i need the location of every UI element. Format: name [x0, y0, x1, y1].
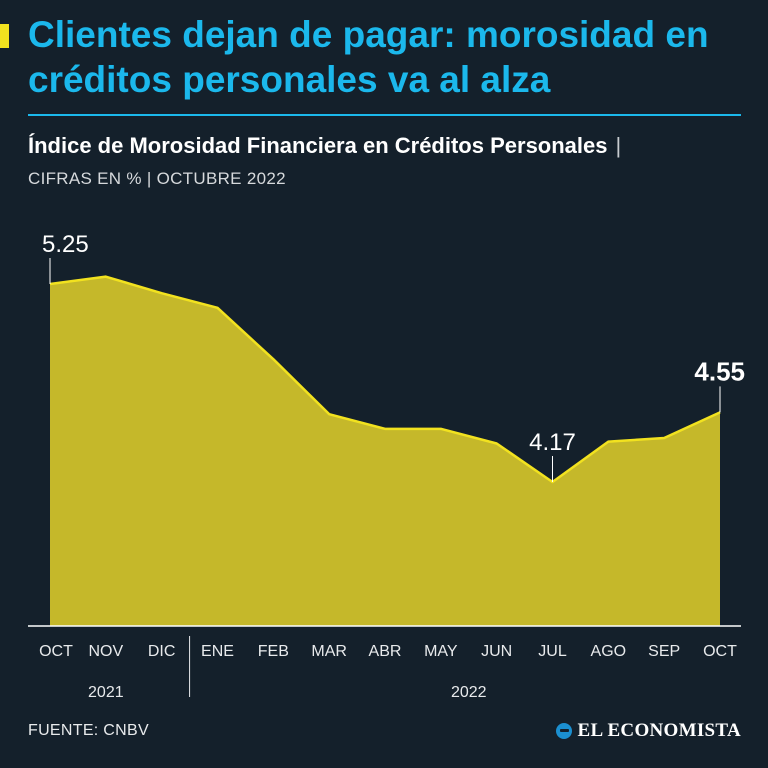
- title-accent-bar: [0, 24, 9, 48]
- data-label: 4.55: [694, 356, 745, 386]
- series-line: [49, 275, 721, 484]
- chart-subtitle: Índice de Morosidad Financiera en Crédit…: [28, 133, 621, 159]
- x-tick-label: FEB: [258, 643, 289, 660]
- brand-logo: EL ECONOMISTA: [555, 720, 742, 742]
- subtitle-text: Índice de Morosidad Financiera en Crédit…: [28, 133, 608, 158]
- source-note: FUENTE: CNBV: [28, 722, 149, 739]
- year-label: 2022: [451, 684, 487, 701]
- area-series: [50, 276, 720, 626]
- brand-name: EL ECONOMISTA: [577, 720, 741, 741]
- x-tick-label: JUL: [538, 643, 567, 660]
- x-tick-label: JUN: [481, 643, 512, 660]
- x-tick-label: ENE: [201, 643, 234, 660]
- chart-headline: Clientes dejan de pagar: morosidad en cr…: [28, 14, 709, 100]
- x-tick-label: OCT: [39, 643, 73, 660]
- x-tick-label: SEP: [648, 643, 680, 660]
- x-tick-label: AGO: [591, 643, 627, 660]
- data-label: 5.25: [42, 231, 89, 258]
- x-tick-label: NOV: [88, 643, 123, 660]
- header-divider: [28, 114, 741, 116]
- data-label: 4.17: [529, 429, 576, 456]
- brand-icon: [555, 723, 572, 739]
- x-tick-label: MAR: [311, 643, 347, 660]
- x-tick-label: OCT: [703, 643, 737, 660]
- subtitle-separator: |: [615, 133, 622, 158]
- x-tick-label: DIC: [148, 643, 176, 660]
- x-tick-label: MAY: [424, 643, 458, 660]
- x-tick-label: ABR: [369, 643, 402, 660]
- year-label: 2021: [88, 684, 124, 701]
- units-line: CIFRAS EN % | OCTUBRE 2022: [28, 169, 286, 188]
